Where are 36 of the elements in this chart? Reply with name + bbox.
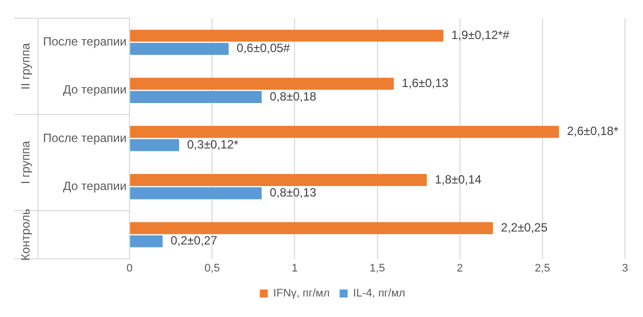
data-label: 1,8±0,14 — [434, 172, 482, 186]
bar — [130, 42, 229, 55]
text: Контроль — [18, 208, 32, 261]
data-label: 2,2±0,25 — [500, 220, 548, 234]
data-label: 0,3±0,12* — [187, 137, 239, 152]
bar — [130, 30, 444, 42]
bar — [130, 187, 262, 200]
bar — [130, 78, 394, 90]
y-tick-label: До терапии — [63, 82, 127, 97]
text: II группа — [18, 42, 32, 90]
y-tick-label: После терапии — [42, 34, 127, 49]
data-label: 0,8±0,13 — [270, 186, 317, 200]
bar — [130, 222, 493, 234]
bar — [130, 126, 559, 138]
bar — [130, 235, 163, 248]
data-label: 0,6±0,05# — [236, 41, 290, 56]
bar — [130, 91, 262, 103]
x-tick-label: 1,5 — [370, 262, 385, 274]
x-tick-label: 3 — [622, 262, 628, 274]
x-tick-label: 0 — [126, 262, 133, 274]
x-tick-label: 2,5 — [534, 262, 550, 274]
bar — [130, 139, 180, 152]
y-tick-label: До терапии — [63, 178, 127, 193]
x-tick-label: 2 — [456, 262, 463, 274]
bar — [130, 174, 427, 186]
data-label: 1,9±0,12*# — [451, 28, 510, 42]
x-tick-label: 0,5 — [204, 262, 220, 274]
data-label: 1,6±0,13 — [402, 76, 449, 90]
y-tick-label: После терапии — [42, 130, 127, 145]
legend-label: IFNγ, пг/мл — [273, 288, 330, 300]
legend-label: IL-4, пг/мл — [353, 288, 406, 300]
data-label: 0,2±0,27 — [170, 234, 218, 248]
data-label: 2,6±0,18* — [566, 124, 619, 138]
x-tick-label: 1 — [292, 262, 298, 274]
data-label: 0,8±0,18 — [270, 89, 317, 104]
text: I группа — [18, 140, 32, 184]
